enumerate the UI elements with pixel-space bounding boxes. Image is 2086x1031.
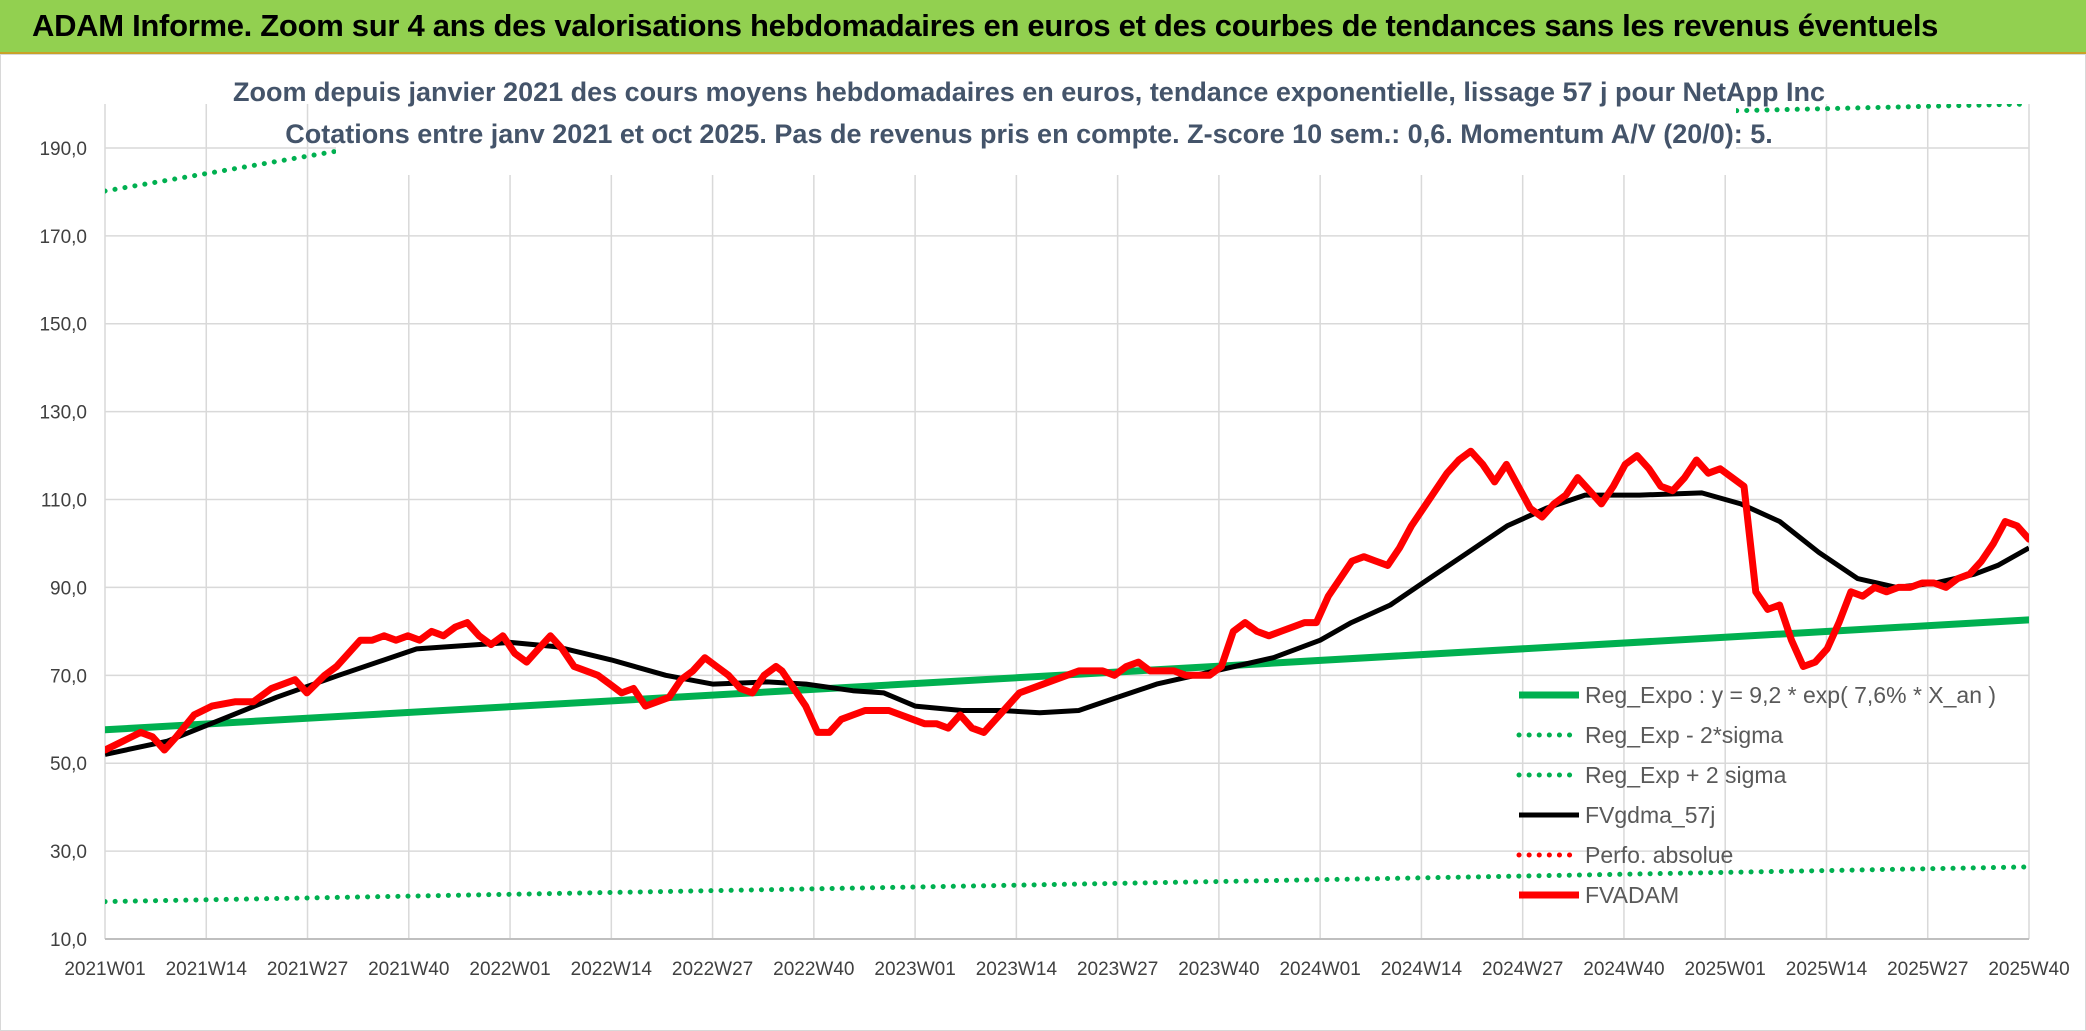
y-tick-label: 10,0 bbox=[50, 930, 87, 951]
chart-subtitle: Cotations entre janv 2021 et oct 2025. P… bbox=[285, 119, 1773, 149]
x-tick-label: 2022W27 bbox=[672, 959, 753, 980]
title-background bbox=[336, 63, 1736, 175]
x-tick-label: 2023W14 bbox=[976, 959, 1058, 980]
chart-frame: 10,0 30,0 50,0 70,0 90,0 110,0 130,0 150,0 170,0… bbox=[0, 54, 2086, 1031]
x-tick-label: 2023W01 bbox=[874, 959, 955, 980]
y-tick-label: 50,0 bbox=[50, 754, 87, 775]
y-tick-label: 30,0 bbox=[50, 842, 87, 863]
x-tick-label: 2024W27 bbox=[1482, 959, 1563, 980]
legend-label: Reg_Exp - 2*sigma bbox=[1585, 722, 1783, 748]
legend: Reg_Expo : y = 9,2 * exp( 7,6% * X_an ) R… bbox=[1516, 682, 1996, 908]
x-tick-label: 2021W01 bbox=[64, 959, 145, 980]
trend-chart: 10,0 30,0 50,0 70,0 90,0 110,0 130,0 150,0 170,0… bbox=[39, 63, 2070, 980]
y-tick-label: 170,0 bbox=[39, 227, 87, 248]
x-tick-label: 2024W01 bbox=[1279, 959, 1360, 980]
x-tick-label: 2022W40 bbox=[773, 959, 854, 980]
y-tick-label: 150,0 bbox=[39, 315, 87, 336]
legend-label: Perfo. absolue bbox=[1585, 842, 1733, 868]
x-axis-ticks: 2021W01 2021W14 2021W27 2021W40 2022W01 2022W… bbox=[64, 959, 2069, 980]
chart-title: Zoom depuis janvier 2021 des cours moyen… bbox=[233, 77, 1825, 107]
report-banner: ADAM Informe. Zoom sur 4 ans des valoris… bbox=[0, 0, 2086, 54]
legend-label: Reg_Expo : y = 9,2 * exp( 7,6% * X_an ) bbox=[1585, 682, 1996, 708]
x-tick-label: 2022W01 bbox=[469, 959, 550, 980]
x-tick-label: 2022W14 bbox=[571, 959, 653, 980]
y-tick-label: 130,0 bbox=[39, 403, 87, 424]
y-tick-label: 190,0 bbox=[39, 139, 87, 160]
y-tick-label: 90,0 bbox=[50, 578, 87, 599]
series-line-fvadam bbox=[105, 447, 2029, 754]
y-tick-label: 70,0 bbox=[50, 666, 87, 687]
legend-label: FVgdma_57j bbox=[1585, 802, 1715, 828]
x-tick-label: 2023W40 bbox=[1178, 959, 1259, 980]
y-tick-label: 110,0 bbox=[41, 491, 87, 512]
x-tick-label: 2025W27 bbox=[1887, 959, 1968, 980]
x-tick-label: 2024W40 bbox=[1583, 959, 1664, 980]
report-title: ADAM Informe. Zoom sur 4 ans des valoris… bbox=[32, 8, 1939, 43]
legend-label: FVADAM bbox=[1585, 882, 1679, 908]
legend-label: Reg_Exp + 2 sigma bbox=[1585, 762, 1787, 788]
x-tick-label: 2025W01 bbox=[1685, 959, 1766, 980]
x-tick-label: 2021W14 bbox=[166, 959, 248, 980]
series-line-reg-exp-2-sigma bbox=[105, 864, 2029, 905]
x-tick-label: 2021W27 bbox=[267, 959, 348, 980]
y-axis-ticks: 10,0 30,0 50,0 70,0 90,0 110,0 130,0 150,0 170,0… bbox=[39, 139, 87, 951]
x-tick-label: 2025W14 bbox=[1786, 959, 1868, 980]
grid-lines bbox=[104, 104, 2030, 940]
x-tick-label: 2021W40 bbox=[368, 959, 449, 980]
x-tick-label: 2024W14 bbox=[1381, 959, 1463, 980]
x-tick-label: 2023W27 bbox=[1077, 959, 1158, 980]
x-tick-label: 2025W40 bbox=[1988, 959, 2069, 980]
